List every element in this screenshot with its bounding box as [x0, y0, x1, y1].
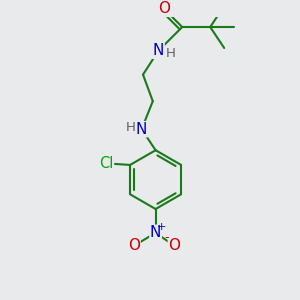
Text: -: - [164, 231, 169, 244]
Text: O: O [158, 1, 170, 16]
Text: +: + [157, 222, 167, 232]
Text: N: N [153, 43, 164, 58]
Text: N: N [150, 225, 161, 240]
Text: Cl: Cl [99, 156, 113, 171]
Text: N: N [136, 122, 147, 137]
Text: H: H [126, 121, 136, 134]
Text: H: H [166, 47, 176, 60]
Text: O: O [128, 238, 140, 253]
Text: O: O [168, 238, 180, 253]
